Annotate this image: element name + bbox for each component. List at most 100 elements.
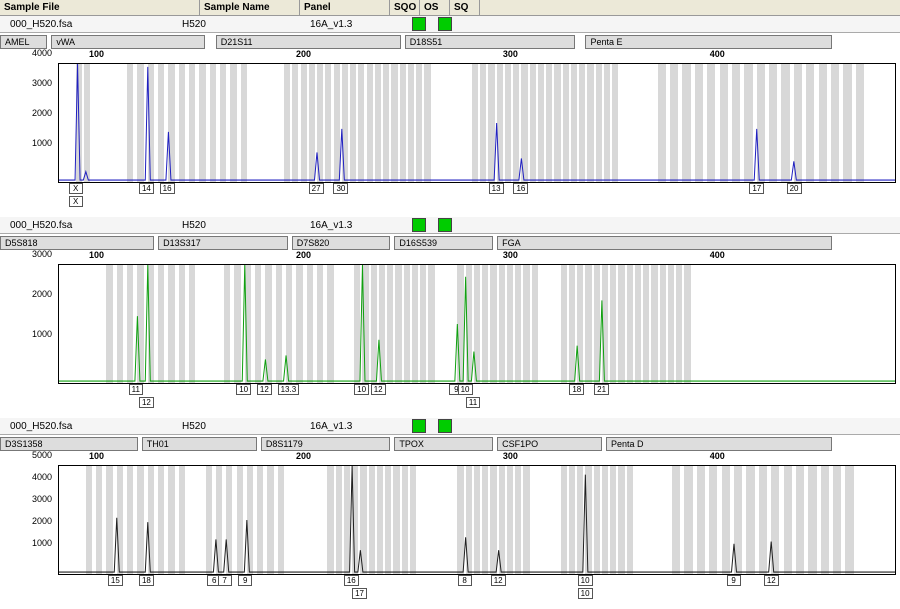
allele-call[interactable]: 16 [160,183,175,194]
allele-calls: XX 14 16 27 30 13 16 17 20 [58,183,896,213]
status-os [412,218,426,232]
marker-CSF1PO[interactable]: CSF1PO [497,437,602,451]
info-row: 000_H520.fsaH52016A_v1.3 [0,217,900,234]
allele-call[interactable]: 21 [594,384,609,395]
panel: 16A_v1.3 [304,219,390,232]
allele-call[interactable]: X [69,183,83,194]
x-tick: 100 [89,250,104,260]
allele-call[interactable]: 11 [466,397,480,408]
plot-wrap: 1002003004001000200030004000500015186791… [4,451,896,605]
allele-call[interactable]: 20 [787,183,802,194]
allele-call[interactable]: 11 [129,384,143,395]
header-row: Sample FileSample NamePanelSQOOSSQ [0,0,900,16]
marker-vWA[interactable]: vWA [51,35,205,49]
allele-call[interactable]: 12 [371,384,386,395]
y-tick: 4000 [32,472,52,482]
y-tick: 1000 [32,138,52,148]
allele-call[interactable]: 7 [218,575,232,586]
marker-D21S11[interactable]: D21S11 [216,35,401,49]
info-row: 000_H520.fsaH52016A_v1.3 [0,418,900,435]
marker-D16S539[interactable]: D16S539 [394,236,493,250]
marker-row: D5S818 D13S317 D7S820D16S539 FGA [0,234,900,250]
marker-AMEL[interactable]: AMEL [0,35,47,49]
allele-call[interactable]: 16 [344,575,359,586]
electropherogram-trace [59,265,895,383]
allele-call[interactable]: 12 [764,575,779,586]
y-tick: 3000 [32,494,52,504]
sample-name: H520 [176,18,304,31]
allele-call[interactable]: 10 [354,384,369,395]
allele-call[interactable]: 12 [257,384,272,395]
y-axis: 100020003000 [4,264,54,384]
y-tick: 5000 [32,450,52,460]
panel: 16A_v1.3 [304,420,390,433]
x-tick: 300 [503,451,518,461]
marker-row: AMEL vWA D21S11 D18S51 Penta E [0,33,900,49]
y-axis: 1000200030004000 [4,63,54,183]
x-tick: 400 [710,49,725,59]
x-tick: 100 [89,451,104,461]
allele-call[interactable]: 13 [489,183,504,194]
y-tick: 2000 [32,108,52,118]
allele-call[interactable]: 18 [569,384,584,395]
marker-D3S1358[interactable]: D3S1358 [0,437,138,451]
marker-D8S1179[interactable]: D8S1179 [261,437,390,451]
sample-file: 000_H520.fsa [4,219,176,232]
plot-wrap: 1002003004001000200030004000XX1416273013… [4,49,896,213]
allele-call[interactable]: 10 [458,384,473,395]
header-sample-name: Sample Name [200,0,300,15]
allele-call[interactable]: 30 [333,183,348,194]
marker-TPOX[interactable]: TPOX [394,437,493,451]
x-tick: 300 [503,250,518,260]
header-os: OS [420,0,450,15]
allele-call[interactable]: 9 [238,575,252,586]
status-sq [438,17,452,31]
info-row: 000_H520.fsaH52016A_v1.3 [0,16,900,33]
y-tick: 4000 [32,48,52,58]
marker-Penta E[interactable]: Penta E [585,35,832,49]
marker-D5S818[interactable]: D5S818 [0,236,154,250]
allele-call[interactable]: 12 [491,575,506,586]
allele-call[interactable]: 12 [139,397,154,408]
allele-call[interactable]: 17 [749,183,764,194]
marker-D7S820[interactable]: D7S820 [292,236,391,250]
x-axis: 100200300400 [58,451,896,465]
panel: 16A_v1.3 [304,18,390,31]
electropherogram-trace [59,64,895,182]
status-sq [438,218,452,232]
plot-area[interactable] [58,63,896,183]
allele-call[interactable]: 27 [309,183,324,194]
allele-call[interactable]: 18 [139,575,154,586]
x-axis: 100200300400 [58,250,896,264]
allele-call[interactable]: 14 [139,183,154,194]
sample-file: 000_H520.fsa [4,420,176,433]
marker-D13S317[interactable]: D13S317 [158,236,287,250]
allele-call[interactable]: 9 [727,575,741,586]
plot-area[interactable] [58,264,896,384]
header-sqo: SQO [390,0,420,15]
sample-file: 000_H520.fsa [4,18,176,31]
plots-container: 000_H520.fsaH52016A_v1.3AMELvWAD21S11D18… [0,16,900,605]
x-tick: 100 [89,49,104,59]
y-tick: 1000 [32,329,52,339]
allele-call[interactable]: X [69,196,83,207]
allele-call[interactable]: 10 [578,588,593,599]
marker-Penta D[interactable]: Penta D [606,437,832,451]
plot-area[interactable] [58,465,896,575]
allele-call[interactable]: 17 [352,588,367,599]
marker-D18S51[interactable]: D18S51 [405,35,576,49]
header-sample-file: Sample File [0,0,200,15]
allele-call[interactable]: 16 [513,183,528,194]
x-axis: 100200300400 [58,49,896,63]
x-tick: 400 [710,451,725,461]
allele-call[interactable]: 13.3 [278,384,300,395]
marker-FGA[interactable]: FGA [497,236,832,250]
marker-TH01[interactable]: TH01 [142,437,257,451]
allele-call[interactable]: 15 [108,575,123,586]
allele-call[interactable]: 8 [458,575,472,586]
y-tick: 2000 [32,289,52,299]
marker-row: D3S1358 TH01 D8S1179 TPOX CSF1PO Penta D [0,435,900,451]
y-axis: 10002000300040005000 [4,465,54,575]
allele-call[interactable]: 10 [578,575,593,586]
allele-call[interactable]: 10 [236,384,251,395]
